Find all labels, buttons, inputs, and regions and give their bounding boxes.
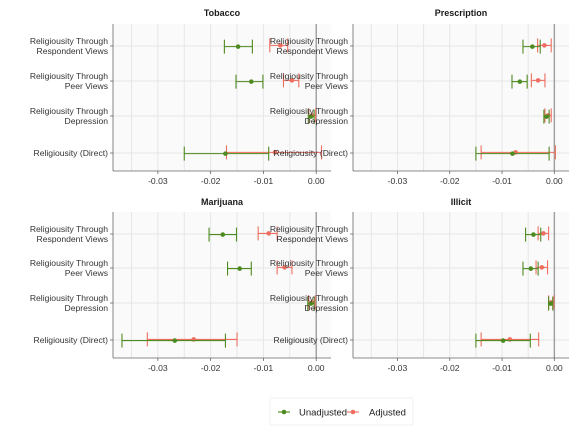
legend-key-point bbox=[350, 409, 356, 415]
x-tick-label: 0.00 bbox=[308, 176, 325, 186]
x-tick-label: -0.02 bbox=[440, 363, 460, 373]
x-tick-label: -0.01 bbox=[492, 363, 512, 373]
y-tick-label: Religiousity Through Depression bbox=[270, 293, 348, 313]
point-estimate bbox=[266, 231, 272, 236]
panel-marijuana: -0.03 -0.02 -0.01 0.00 Religiousity Through R… bbox=[30, 197, 331, 373]
x-tick-label: -0.03 bbox=[388, 176, 408, 186]
panel-title: Illicit bbox=[451, 197, 472, 207]
y-tick-label: Religiousity (Direct) bbox=[274, 335, 349, 345]
point-estimate bbox=[548, 301, 553, 306]
x-tick-label: -0.03 bbox=[388, 363, 408, 373]
panel-title: Prescription bbox=[435, 8, 488, 18]
point-estimate bbox=[223, 151, 228, 156]
x-tick-label: 0.00 bbox=[308, 363, 325, 373]
facet-panels: -0.03 -0.02 -0.01 0.00 Religiousity Through R… bbox=[30, 8, 569, 373]
y-tick-label: Religiousity Through Respondent Views bbox=[30, 36, 108, 56]
y-tick-label: Religiousity (Direct) bbox=[34, 335, 109, 345]
panel-title: Marijuana bbox=[201, 197, 244, 207]
panel-prescription: -0.03 -0.02 -0.01 0.00 Religiousity Through R… bbox=[270, 8, 569, 186]
point-estimate bbox=[510, 151, 515, 156]
point-estimate bbox=[220, 232, 226, 237]
point-estimate bbox=[531, 232, 536, 237]
legend-label: Unadjusted bbox=[299, 408, 347, 419]
panel-illicit: -0.03 -0.02 -0.01 0.00 Religiousity Through R… bbox=[270, 197, 569, 373]
point-estimate bbox=[282, 265, 287, 270]
point-estimate bbox=[235, 44, 241, 49]
series-unadjusted bbox=[475, 227, 554, 348]
y-tick-label: Religiousity Through Respondent Views bbox=[270, 36, 348, 56]
y-tick-label: Religiousity Through Peer Views bbox=[30, 71, 108, 91]
y-tick-label: Religiousity (Direct) bbox=[34, 148, 109, 158]
y-tick-label: Religiousity Through Peer Views bbox=[270, 258, 348, 278]
x-tick-label: -0.01 bbox=[254, 176, 274, 186]
point-estimate bbox=[272, 150, 278, 155]
panel-tobacco: -0.03 -0.02 -0.01 0.00 Religiousity Through R… bbox=[30, 8, 331, 186]
panel-title: Tobacco bbox=[204, 8, 241, 18]
x-tick-label: -0.03 bbox=[148, 176, 168, 186]
point-estimate bbox=[308, 114, 314, 119]
x-tick-label: -0.01 bbox=[254, 363, 274, 373]
point-estimate bbox=[172, 338, 178, 343]
legend-box bbox=[269, 397, 414, 426]
point-estimate bbox=[289, 78, 295, 83]
point-estimate bbox=[517, 79, 523, 84]
legend-key-point bbox=[281, 409, 287, 415]
x-tick-label: 0.00 bbox=[546, 176, 563, 186]
point-estimate bbox=[539, 265, 545, 270]
point-estimate bbox=[542, 43, 547, 48]
point-estimate bbox=[248, 79, 254, 84]
y-tick-label: Religiousity Through Respondent Views bbox=[30, 224, 108, 244]
x-tick-label: -0.02 bbox=[440, 176, 460, 186]
series-adjusted bbox=[225, 38, 323, 160]
y-tick-label: Religiousity Through Peer Views bbox=[30, 258, 108, 278]
x-tick-label: -0.03 bbox=[148, 363, 168, 373]
y-tick-label: Religiousity (Direct) bbox=[274, 148, 349, 158]
x-tick-label: 0.00 bbox=[546, 363, 563, 373]
series-unadjusted bbox=[475, 39, 550, 161]
y-tick-label: Religiousity Through Depression bbox=[30, 106, 108, 126]
legend-item-unadjusted: Unadjusted bbox=[278, 408, 347, 419]
y-tick-label: Religiousity Through Depression bbox=[270, 106, 348, 126]
point-estimate bbox=[535, 78, 541, 83]
point-estimate bbox=[237, 266, 242, 271]
y-tick-label: Religiousity Through Peer Views bbox=[270, 71, 348, 91]
point-estimate bbox=[530, 44, 535, 49]
point-estimate bbox=[278, 43, 283, 48]
legend: Unadjusted Adjusted bbox=[269, 397, 414, 426]
series-unadjusted bbox=[121, 227, 315, 348]
panel-background bbox=[113, 24, 331, 171]
point-estimate bbox=[544, 114, 549, 119]
point-estimate bbox=[541, 231, 546, 236]
point-estimate bbox=[500, 338, 506, 343]
legend-item-adjusted: Adjusted bbox=[347, 408, 406, 419]
y-tick-label: Religiousity Through Depression bbox=[30, 293, 108, 313]
x-tick-label: -0.02 bbox=[201, 176, 221, 186]
point-estimate bbox=[528, 266, 534, 271]
x-tick-label: -0.02 bbox=[201, 363, 221, 373]
series-unadjusted bbox=[183, 39, 315, 161]
y-tick-label: Religiousity Through Respondent Views bbox=[270, 224, 348, 244]
x-tick-label: -0.01 bbox=[492, 176, 512, 186]
legend-label: Adjusted bbox=[369, 408, 406, 419]
point-estimate bbox=[308, 301, 314, 306]
